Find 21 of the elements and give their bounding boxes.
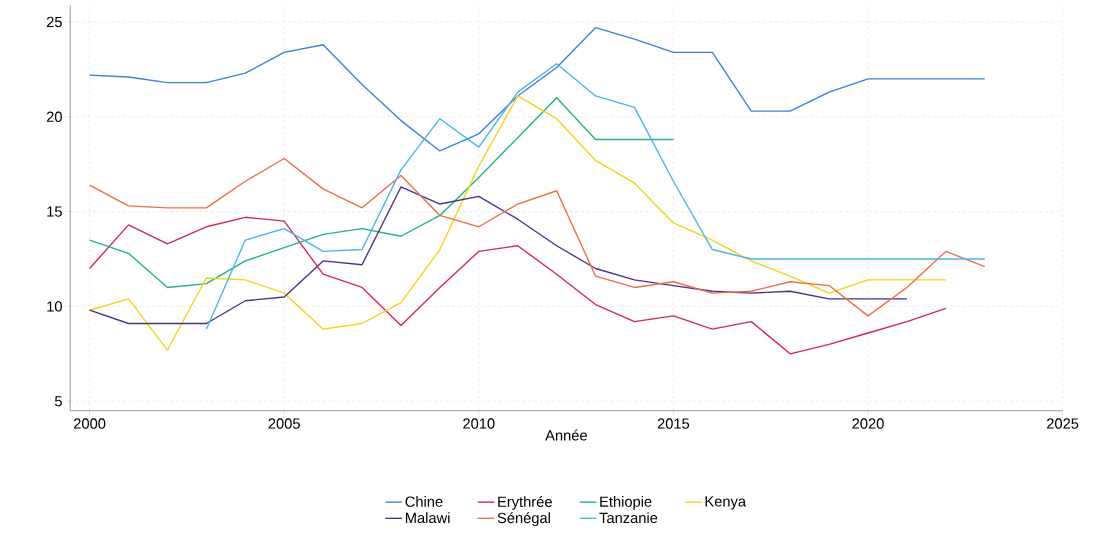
- legend-label: Chine: [405, 495, 443, 507]
- x-tick-label: 2005: [268, 418, 300, 429]
- y-tick-label: 15: [47, 206, 62, 217]
- legend-label: Malawi: [405, 512, 450, 523]
- line-series: [88, 216, 947, 355]
- y-tick-label: 5: [54, 395, 62, 407]
- legend-label: Tanzanie: [599, 512, 658, 523]
- y-tick-label: 25: [46, 16, 62, 28]
- legend-label: Sénégal: [497, 512, 550, 526]
- legend-label: Erythrée: [498, 495, 552, 510]
- x-tick-label: 2025: [1047, 418, 1079, 429]
- line-series: [88, 157, 986, 317]
- x-tick-label: 2015: [657, 418, 690, 429]
- y-tick-label: 20: [46, 111, 62, 122]
- legend-label: Kenya: [705, 496, 747, 510]
- x-tick-label: 2010: [463, 418, 495, 429]
- x-tick-label: 2000: [74, 418, 106, 429]
- y-tick-label: 10: [47, 301, 62, 312]
- x-axis-title: Année: [545, 429, 587, 441]
- legend-label: Ethiopie: [600, 495, 652, 510]
- x-tick-label: 2020: [852, 418, 884, 429]
